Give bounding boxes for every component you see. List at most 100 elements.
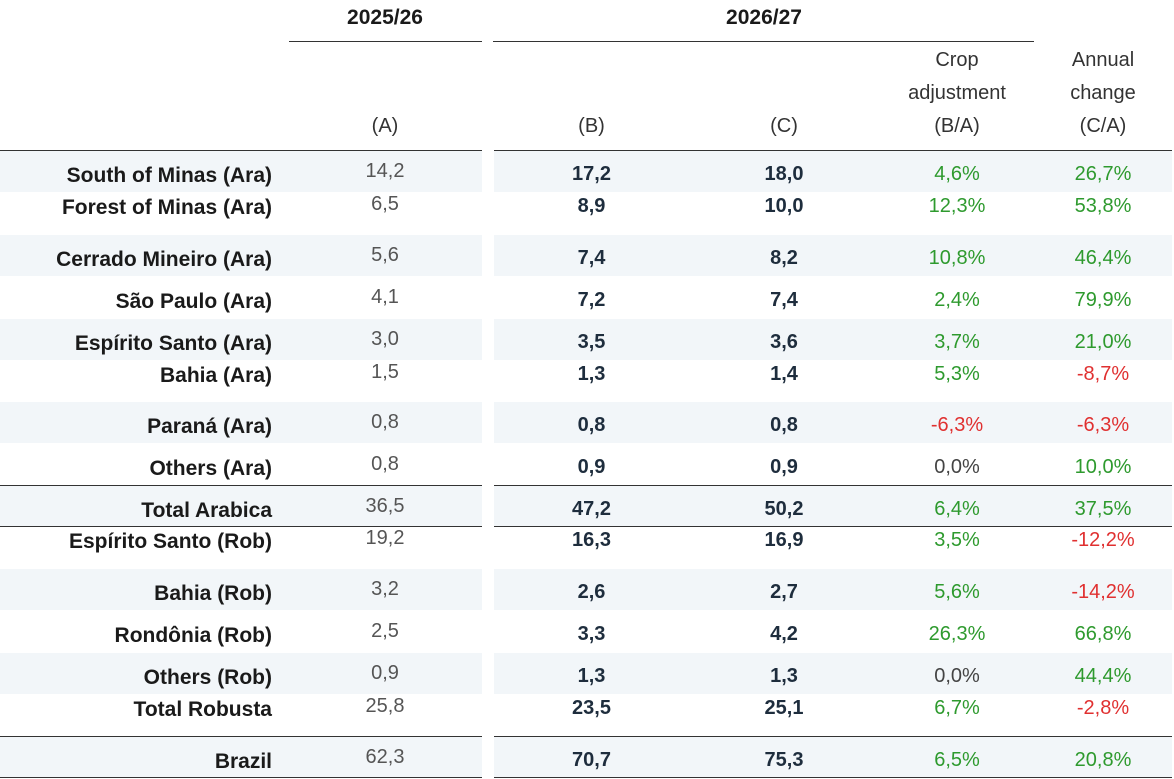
- year-underline-a: [289, 41, 482, 42]
- table-row: Total Arabica 36,5 47,2 50,2 6,4% 37,5%: [0, 485, 1174, 527]
- row-rule: [0, 526, 482, 527]
- table-row: Rondônia (Rob) 2,5 3,3 4,2 26,3% 66,8%: [0, 611, 1174, 652]
- row-shading: [0, 402, 482, 443]
- year-header-2025: 2025/26: [347, 6, 423, 29]
- value-2025-26-cell: 6,5: [371, 193, 399, 215]
- row-shading: [0, 569, 482, 610]
- table-row: Forest of Minas (Ara) 6,5 8,9 10,0 12,3% 53,8…: [0, 193, 1174, 234]
- value-2026-27-c-cell: 1,4: [770, 363, 798, 385]
- table-row: Others (Rob) 0,9 1,3 1,3 0,0% 44,4%: [0, 653, 1174, 694]
- crop-adjustment-cell: 3,7%: [934, 331, 980, 353]
- row-rule: [494, 736, 1172, 737]
- row-shading: [494, 653, 1172, 694]
- value-2026-27-c-cell: 4,2: [770, 623, 798, 645]
- row-label: Total Robusta: [133, 698, 272, 721]
- crop-adjustment-cell: 0,0%: [934, 665, 980, 687]
- row-label: Others (Rob): [143, 666, 272, 689]
- crop-adjustment-cell: -6,3%: [930, 414, 984, 436]
- row-shading: [494, 737, 1172, 778]
- row-label: Bahia (Ara): [159, 364, 272, 387]
- annual-change-cell: 79,9%: [1074, 289, 1132, 311]
- row-label: Total Arabica: [141, 499, 272, 522]
- value-2025-26-cell: 3,0: [371, 328, 399, 350]
- crop-adjustment-cell: 26,3%: [928, 623, 986, 645]
- table-row: São Paulo (Ara) 4,1 7,2 7,4 2,4% 79,9%: [0, 277, 1174, 318]
- crop-adjustment-cell: 12,3%: [928, 195, 986, 217]
- table-row: Brazil 62,3 70,7 75,3 6,5% 20,8%: [0, 736, 1174, 778]
- value-2026-27-b-cell: 17,2: [572, 163, 611, 185]
- col-header-a: (A): [371, 115, 399, 137]
- row-label: Paraná (Ara): [147, 415, 272, 438]
- annual-change-cell: 53,8%: [1074, 195, 1132, 217]
- annual-change-cell: -12,2%: [1071, 529, 1135, 551]
- value-2025-26-cell: 0,8: [371, 411, 399, 433]
- row-shading: [494, 486, 1172, 527]
- crop-adjustment-cell: 0,0%: [934, 456, 980, 478]
- row-shading: [494, 402, 1172, 443]
- value-2026-27-c-cell: 0,8: [770, 414, 798, 436]
- table-row: Paraná (Ara) 0,8 0,8 0,8 -6,3% -6,3%: [0, 402, 1174, 443]
- row-label: Cerrado Mineiro (Ara): [56, 248, 272, 271]
- table-row: Espírito Santo (Ara) 3,0 3,5 3,6 3,7% 21,0%: [0, 319, 1174, 360]
- value-2025-26-cell: 0,9: [371, 662, 399, 684]
- value-2026-27-c-cell: 3,6: [770, 331, 798, 353]
- table-row: Total Robusta 25,8 23,5 25,1 6,7% -2,8%: [0, 695, 1174, 736]
- value-2025-26-cell: 36,5: [365, 495, 405, 517]
- value-2026-27-c-cell: 0,9: [770, 456, 798, 478]
- row-shading: [494, 151, 1172, 192]
- value-2026-27-c-cell: 50,2: [764, 498, 804, 520]
- value-2026-27-b-cell: 47,2: [572, 498, 611, 520]
- crop-adjustment-cell: 6,5%: [934, 749, 980, 771]
- value-2025-26-cell: 1,5: [371, 361, 399, 383]
- value-2026-27-b-cell: 8,9: [577, 195, 606, 217]
- value-2026-27-c-cell: 75,3: [764, 749, 804, 771]
- value-2025-26-cell: 5,6: [371, 244, 399, 266]
- annual-change-cell: 21,0%: [1074, 331, 1132, 353]
- row-label: Brazil: [214, 750, 272, 773]
- row-shading: [494, 569, 1172, 610]
- row-shading: [494, 235, 1172, 276]
- row-shading: [0, 486, 482, 527]
- row-rule: [0, 736, 482, 737]
- row-rule: [494, 485, 1172, 486]
- value-2025-26-cell: 0,8: [371, 453, 399, 475]
- value-2026-27-b-cell: 70,7: [572, 749, 611, 771]
- row-label: Forest of Minas (Ara): [61, 196, 272, 219]
- annual-change-cell: 20,8%: [1074, 749, 1132, 771]
- year-underline-b: [493, 41, 1034, 42]
- annual-change-cell: -8,7%: [1076, 363, 1130, 385]
- value-2026-27-c-cell: 8,2: [770, 247, 798, 269]
- annual-change-cell: -2,8%: [1076, 697, 1130, 719]
- table-row: Espírito Santo (Rob) 19,2 16,3 16,9 3,5% -12,…: [0, 526, 1174, 568]
- row-label: Rondônia (Rob): [114, 624, 272, 647]
- annual-change-cell: 10,0%: [1074, 456, 1132, 478]
- row-shading: [0, 235, 482, 276]
- value-2026-27-c-cell: 7,4: [770, 289, 798, 311]
- value-2026-27-b-cell: 23,5: [572, 697, 611, 719]
- annual-change-cell: -14,2%: [1071, 581, 1135, 603]
- value-2026-27-b-cell: 16,3: [572, 529, 611, 551]
- row-shading: [0, 151, 482, 192]
- row-label: Bahia (Rob): [154, 582, 272, 605]
- value-2025-26-cell: 19,2: [365, 527, 405, 549]
- crop-adjustment-cell: 5,3%: [934, 363, 980, 385]
- annual-change-cell: -6,3%: [1076, 414, 1130, 436]
- table-bottom-rule: [494, 777, 1172, 778]
- value-2026-27-b-cell: 1,3: [577, 665, 606, 687]
- annual-change-cell: 46,4%: [1074, 247, 1132, 269]
- value-2026-27-b-cell: 2,6: [577, 581, 606, 603]
- row-label: São Paulo (Ara): [115, 290, 272, 313]
- row-rule: [494, 150, 1172, 151]
- table-row: Bahia (Ara) 1,5 1,3 1,4 5,3% -8,7%: [0, 361, 1174, 402]
- value-2026-27-b-cell: 0,9: [577, 456, 606, 478]
- value-2026-27-b-cell: 3,3: [577, 623, 606, 645]
- crop-adjustment-cell: 3,5%: [934, 529, 980, 551]
- value-2026-27-c-cell: 16,9: [764, 529, 804, 551]
- row-label: Espírito Santo (Ara): [74, 332, 272, 355]
- table-row: South of Minas (Ara) 14,2 17,2 18,0 4,6% 26,7…: [0, 150, 1174, 192]
- value-2025-26-cell: 4,1: [371, 286, 399, 308]
- col-header-crop-adjustment: Crop adjustment (B/A): [908, 49, 1006, 137]
- value-2026-27-b-cell: 1,3: [577, 363, 606, 385]
- annual-change-cell: 26,7%: [1074, 163, 1132, 185]
- value-2026-27-b-cell: 0,8: [577, 414, 606, 436]
